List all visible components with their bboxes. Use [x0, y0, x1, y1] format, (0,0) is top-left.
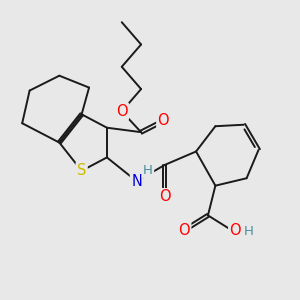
- Text: O: O: [158, 113, 169, 128]
- Text: O: O: [230, 223, 241, 238]
- Text: H: H: [244, 225, 254, 238]
- Text: O: O: [178, 223, 190, 238]
- Text: O: O: [116, 104, 128, 119]
- Text: H: H: [143, 164, 153, 177]
- Text: O: O: [159, 190, 171, 205]
- Text: S: S: [77, 163, 86, 178]
- Text: N: N: [131, 174, 142, 189]
